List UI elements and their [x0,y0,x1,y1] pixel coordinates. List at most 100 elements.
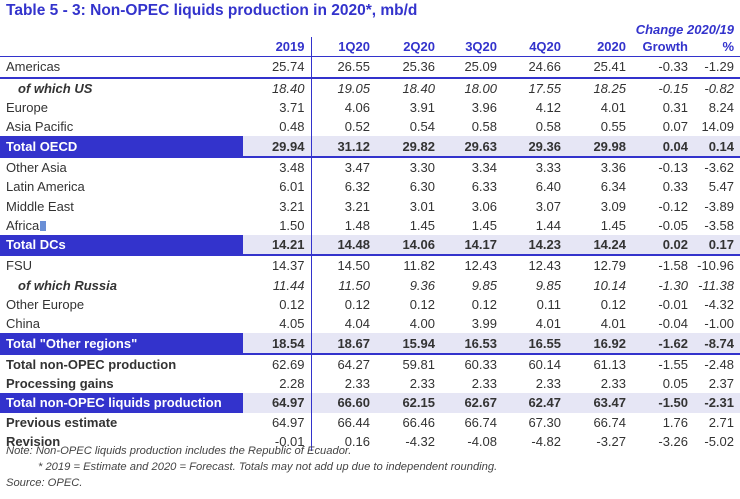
value-cell: 0.16 [310,431,376,452]
value-cell: 0.48 [279,119,305,135]
value-cell: 15.94 [376,333,441,354]
value-cell: 0.17 [694,234,740,256]
value-cell: 18.00 [441,76,503,98]
value-cell: 1.50 [279,217,305,233]
row-label: Middle East [6,198,74,214]
value-cell: 60.14 [503,352,567,375]
value-cell: 9.36 [409,277,435,293]
table-row: Latin America 6.01 6.32 6.30 6.33 6.40 6.34 0.3… [0,177,740,197]
value-cell: -0.04 [658,316,688,332]
value-cell: 2.33 [600,376,626,392]
value-cell: 0.52 [310,117,376,137]
value-cell: 0.12 [471,297,497,312]
row-label: Europe [6,100,48,116]
value-cell: -3.27 [596,434,626,450]
value-cell: 0.58 [535,119,561,135]
value-cell: -0.01 [274,434,305,450]
value-cell: 12.79 [567,254,632,276]
value-cell: 0.04 [632,136,694,157]
row-label: Total non-OPEC liquids production [0,393,243,413]
header-row: 2019 1Q20 2Q20 3Q20 4Q20 2020 Growth % [0,37,740,58]
value-cell: 3.33 [503,155,567,178]
value-cell: 14.24 [567,234,632,256]
value-cell: 6.30 [409,179,435,195]
value-cell: 14.37 [243,254,311,276]
value-cell: -0.82 [694,76,740,98]
value-cell: 18.25 [567,76,632,98]
value-cell: -1.58 [632,254,694,276]
value-cell: 3.21 [310,196,376,216]
table-row: Previous estimate 64.97 66.44 66.46 66.74 67.… [0,412,740,432]
table-row: Revision -0.01 0.16 -4.32 -4.08 -4.82 -3.27 -3.… [0,431,740,452]
col-header: 2020 [567,37,632,58]
table-row: of which US 18.40 19.05 18.40 18.00 17.55 18.2… [0,76,740,98]
value-cell: -10.96 [694,254,740,276]
value-cell: -5.02 [704,434,734,450]
row-label: Total "Other regions" [0,333,243,354]
value-cell: -3.62 [694,155,740,178]
table-title: Table 5 - 3: Non-OPEC liquids production… [6,2,418,19]
value-cell: 25.74 [271,59,305,75]
value-cell: 2.33 [471,376,497,392]
value-cell: 14.50 [310,254,376,276]
row-label: Asia Pacific [6,119,74,135]
value-cell: 14.21 [243,234,311,256]
value-cell: 1.44 [535,217,561,233]
value-cell: 6.34 [600,179,626,195]
value-cell: 14.17 [441,234,503,256]
value-cell: 1.45 [471,217,497,233]
value-cell: 2.37 [708,376,734,392]
value-cell: 4.01 [535,316,561,332]
value-cell: 3.99 [471,316,497,332]
production-table: 2019 1Q20 2Q20 3Q20 4Q20 2020 Growth % A… [0,37,740,452]
value-cell: 2.33 [535,376,561,392]
value-cell: 6.33 [471,179,497,195]
note-line: * 2019 = Estimate and 2020 = Forecast. T… [38,461,498,473]
value-cell: 3.01 [409,198,435,214]
value-cell: 1.76 [662,414,688,430]
row-label: Other Europe [6,297,85,312]
value-cell: 24.66 [528,59,561,75]
value-cell: 0.12 [409,297,435,312]
value-cell: -0.15 [632,76,694,98]
change-header: Change 2020/19 [635,22,734,37]
value-cell: 3.71 [279,100,305,116]
value-cell: 6.01 [279,179,305,195]
table-row: Middle East 3.21 3.21 3.01 3.06 3.07 3.09 -0.12… [0,196,740,216]
value-cell: 16.92 [567,333,632,354]
value-cell: 0.02 [632,234,694,256]
value-cell: 67.30 [528,414,561,430]
row-label: Latin America [6,179,85,195]
value-cell: 62.69 [243,352,311,375]
table-row: Total DCs 14.21 14.48 14.06 14.17 14.23 14.24 0… [0,234,740,256]
value-cell: 1.48 [310,215,376,235]
value-cell: -0.05 [658,217,688,233]
value-cell: -4.32 [704,297,734,312]
value-cell: 16.55 [503,333,567,354]
value-cell: 11.50 [310,275,376,295]
value-cell: 18.40 [376,76,441,98]
value-cell: 11.82 [376,254,441,276]
value-cell: -4.32 [405,434,435,450]
value-cell: 29.94 [243,136,311,157]
row-label: of which US [0,76,243,98]
value-cell: 63.47 [567,393,632,413]
value-cell: 3.07 [535,198,561,214]
value-cell: 64.97 [271,414,305,430]
value-cell: 61.13 [567,352,632,375]
value-cell: 0.07 [662,119,688,135]
value-cell: 3.34 [441,155,503,178]
row-label: Africa [0,216,243,235]
value-cell: 1.45 [600,217,626,233]
note-line: Source: OPEC. [6,477,83,489]
value-cell: 4.01 [600,316,626,332]
value-cell: -1.00 [704,316,734,332]
header-label-cell [0,37,243,58]
row-label: Americas [6,59,61,75]
value-cell: 4.06 [310,97,376,118]
value-cell: 62.15 [376,393,441,413]
value-cell: 0.54 [409,119,435,135]
value-cell: 2.33 [310,374,376,394]
value-cell: 14.23 [503,234,567,256]
value-cell: 3.48 [243,155,311,178]
